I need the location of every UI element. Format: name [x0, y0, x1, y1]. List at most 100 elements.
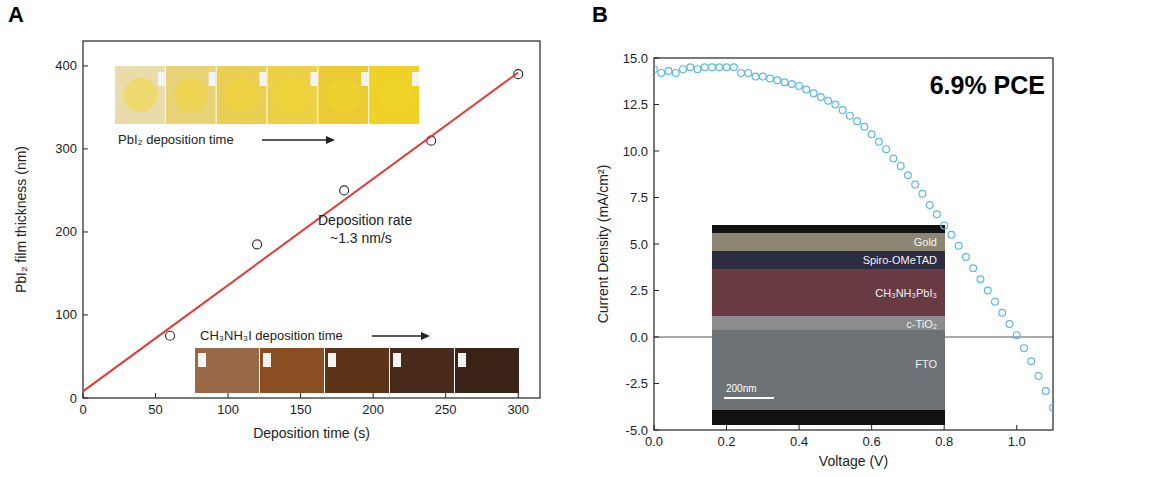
x-tick-label: 300 [507, 402, 529, 417]
data-point [970, 265, 977, 272]
photo-tape [209, 72, 216, 86]
y-tick [654, 244, 659, 245]
plot-frame [83, 41, 540, 398]
data-point [890, 155, 897, 162]
photo-tape [310, 72, 317, 86]
x-tick-label: 50 [148, 402, 162, 417]
x-axis-title: Voltage (V) [819, 453, 888, 469]
x-tick-label: 0.8 [935, 434, 953, 449]
x-tick [228, 393, 229, 398]
data-point [1042, 388, 1049, 395]
x-tick [518, 393, 519, 398]
photo-tile [318, 66, 368, 124]
y-tick [83, 231, 88, 232]
photo-tile [115, 66, 165, 124]
x-tick-label: 0.4 [790, 434, 808, 449]
data-point [730, 64, 737, 71]
panel-0: A PbI₂ deposition time CH₃NH₃I deposition … [8, 2, 540, 441]
y-tick-label: 100 [55, 307, 77, 322]
data-point [825, 97, 832, 104]
data-point [253, 240, 262, 249]
data-point [1028, 358, 1035, 365]
data-point [694, 66, 701, 73]
x-tick-label: 200 [362, 402, 384, 417]
photo-tile [195, 348, 259, 393]
x-tick [445, 393, 446, 398]
y-axis-title: Current Density (mA/cm²) [595, 165, 611, 324]
data-point [955, 242, 962, 249]
data-point [654, 66, 657, 73]
y-tick-label: 5.0 [630, 237, 648, 252]
photo-tape [458, 353, 466, 367]
data-point [1021, 345, 1028, 352]
fit-line [83, 73, 518, 392]
photo-tape [260, 72, 267, 86]
photo-tape [393, 353, 401, 367]
data-point [977, 276, 984, 283]
data-point [817, 94, 824, 101]
y-tick [654, 104, 659, 105]
photo-tile [268, 66, 318, 124]
photo-spot [276, 78, 310, 112]
y-tick [654, 337, 659, 338]
x-tick [799, 425, 800, 430]
figure: A PbI₂ deposition time CH₃NH₃I deposition … [0, 0, 1167, 477]
data-point [759, 73, 766, 80]
photo-spot [327, 78, 361, 112]
data-point [788, 81, 795, 88]
x-tick [300, 393, 301, 398]
arrow-shaft [372, 335, 424, 336]
photo-tile [369, 66, 419, 124]
data-point [883, 146, 890, 153]
y-tick-label: 2.5 [630, 283, 648, 298]
data-point [774, 77, 781, 84]
photo-tile [390, 348, 454, 393]
data-point [701, 64, 708, 71]
y-tick [654, 290, 659, 291]
inset-label: PbI₂ deposition time [118, 132, 234, 147]
photo-tile [455, 348, 519, 393]
photo-tape [361, 72, 368, 86]
y-tick-label: 7.5 [630, 190, 648, 205]
panel-letter: B [592, 2, 608, 27]
data-point [803, 86, 810, 93]
data-point [868, 131, 875, 138]
x-tick [654, 425, 655, 430]
photo-tile [217, 66, 267, 124]
y-tick-label: 0 [70, 391, 77, 406]
sem-layer [712, 316, 945, 330]
data-point [992, 298, 999, 305]
photo-tile [325, 348, 389, 393]
y-tick-label: -2.5 [626, 376, 648, 391]
scale-bar [724, 397, 774, 399]
x-tick-label: 0.2 [718, 434, 736, 449]
photo-tape [328, 353, 336, 367]
data-point [745, 69, 752, 76]
y-tick [83, 65, 88, 66]
data-point [941, 222, 948, 229]
panel-letter: A [8, 2, 24, 27]
layer-label: CH₃NH₃PbI₃ [875, 287, 937, 299]
data-point [984, 287, 991, 294]
x-tick [726, 425, 727, 430]
y-tick-label: 0.0 [630, 330, 648, 345]
data-point [897, 162, 904, 169]
photo-tape [158, 72, 165, 86]
x-tick [944, 425, 945, 430]
data-point [948, 231, 955, 238]
data-point [861, 123, 868, 130]
scale-bar-label: 200nm [726, 383, 757, 394]
y-tick-label: -5.0 [626, 423, 648, 438]
photo-tape [198, 353, 206, 367]
data-point [166, 331, 175, 340]
photo-spot [174, 78, 208, 112]
photo-tape [263, 353, 271, 367]
data-point [340, 186, 349, 195]
data-point [672, 69, 679, 76]
data-point [999, 309, 1006, 316]
y-tick [83, 314, 88, 315]
photo-tape [412, 72, 419, 86]
inset-label: CH₃NH₃I deposition time [200, 328, 343, 343]
annotation: ~1.3 nm/s [330, 230, 392, 246]
y-tick-label: 200 [55, 224, 77, 239]
